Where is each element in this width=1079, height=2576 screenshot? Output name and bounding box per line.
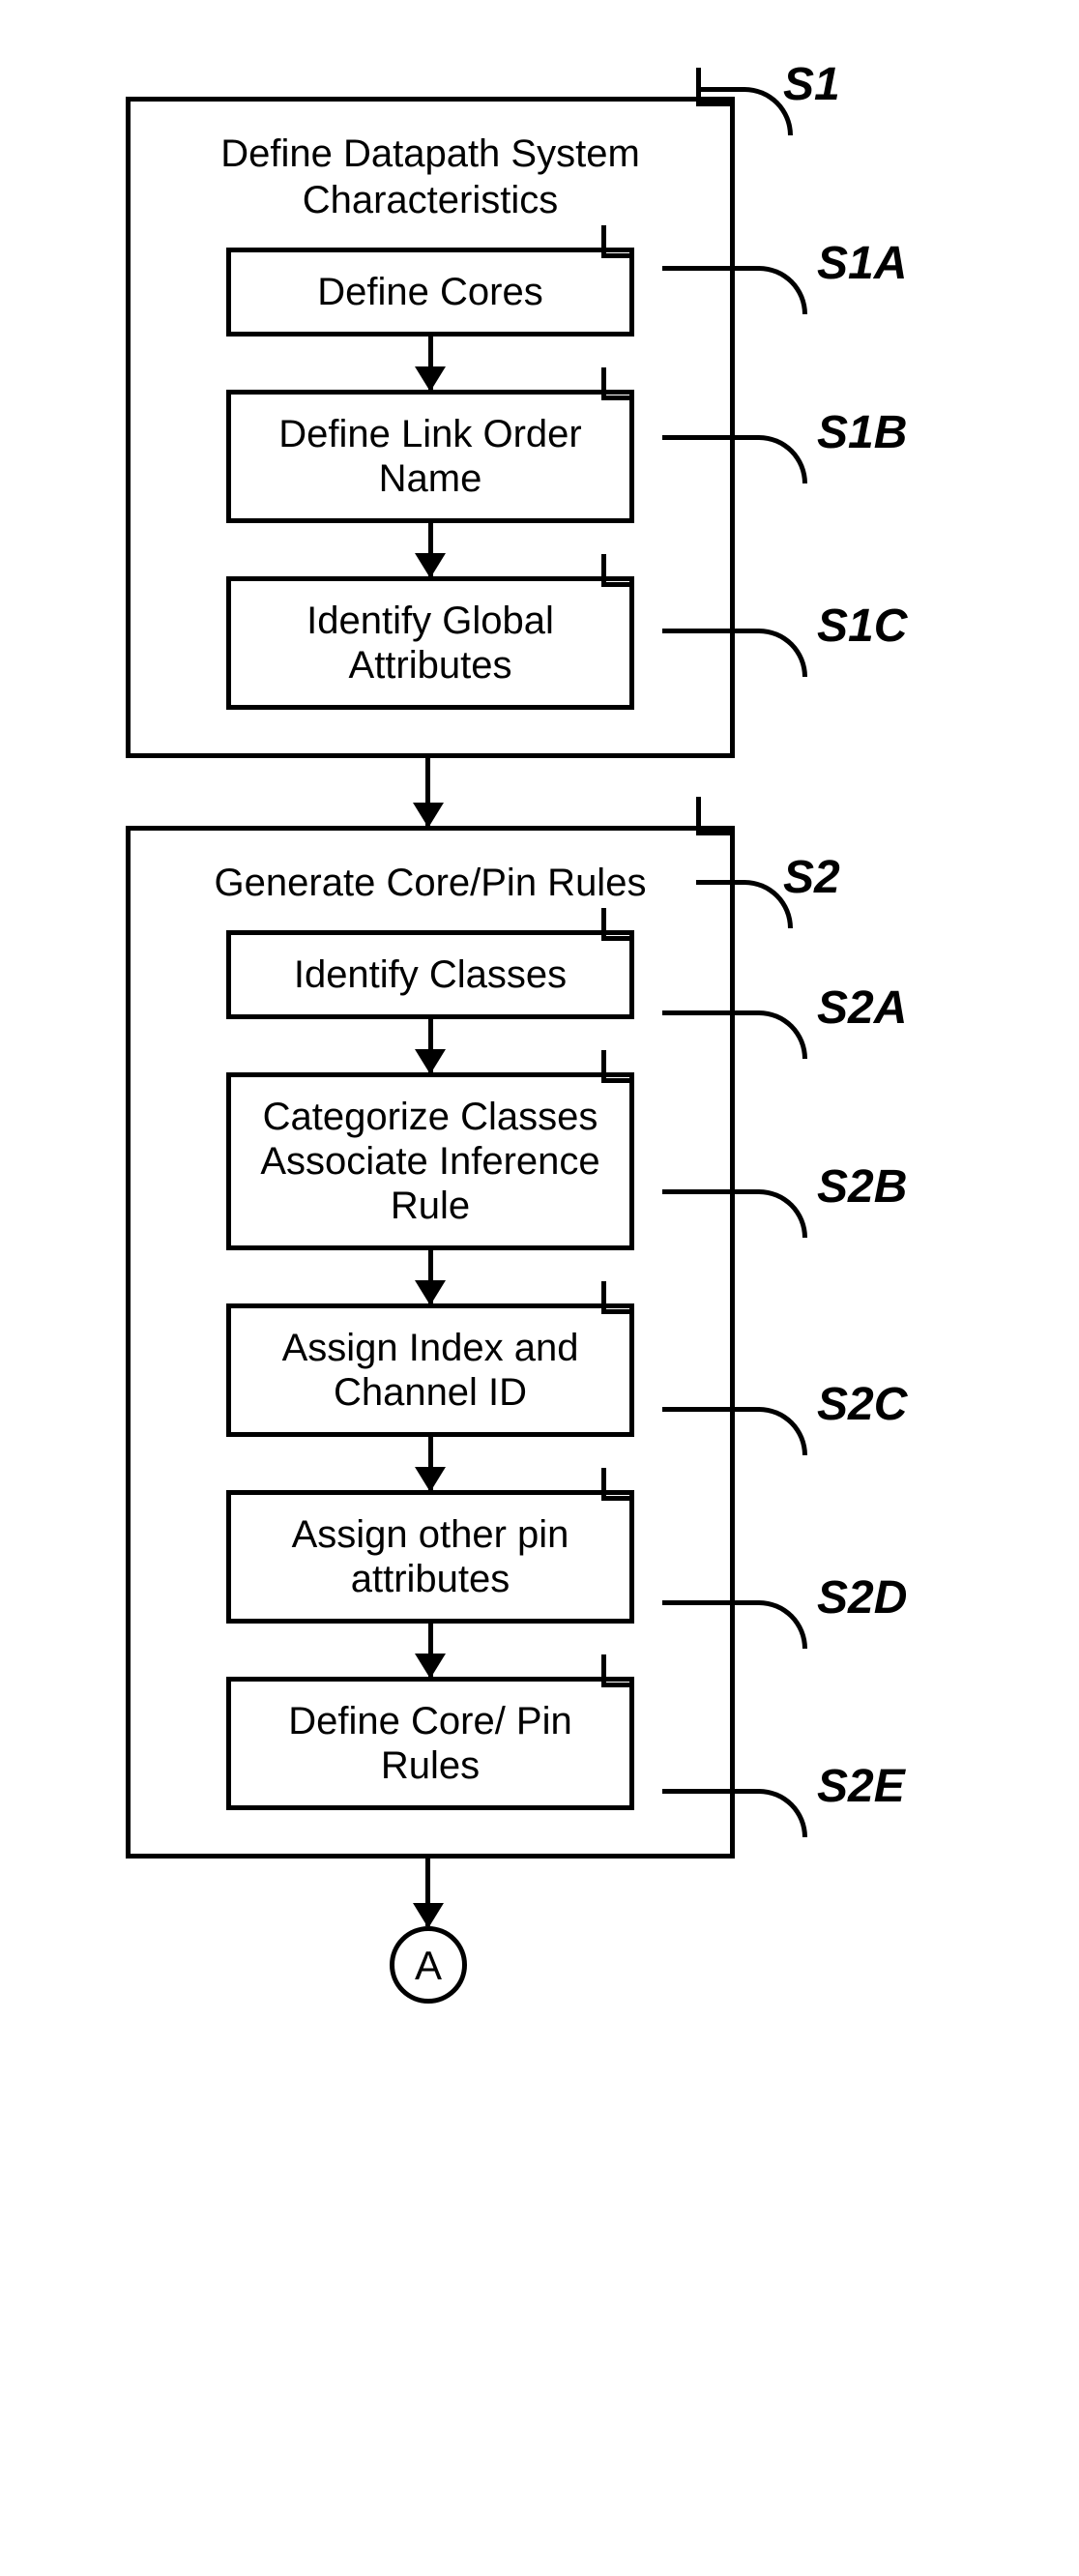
step-text: Assign Index and Channel ID (282, 1327, 579, 1414)
label-s2e: S2E (817, 1760, 905, 1813)
label-s1c: S1C (817, 600, 907, 653)
arrow (428, 337, 433, 390)
arrow (428, 1437, 433, 1490)
step-text: Categorize Classes Associate Inference R… (260, 1096, 599, 1227)
label-s1: S1 (783, 58, 840, 111)
arrow (428, 1019, 433, 1072)
label-s2c: S2C (817, 1378, 907, 1431)
step-s2a: Identify Classes (226, 930, 633, 1019)
arrow-to-terminal (425, 1859, 430, 1926)
step-text: Define Core/ Pin Rules (288, 1700, 571, 1787)
step-s1c: Identify Global Attributes (226, 576, 633, 710)
step-s2c: Assign Index and Channel ID (226, 1303, 633, 1437)
outer-block-s2: Generate Core/Pin Rules Identify Classes… (126, 826, 735, 1859)
step-text: Identify Classes (294, 953, 567, 996)
step-s1a: Define Cores (226, 248, 633, 337)
outer-title-s2: Generate Core/Pin Rules (169, 860, 691, 906)
label-s2: S2 (783, 851, 840, 904)
terminal-connector: A (390, 1926, 467, 2004)
flowchart-container: Define Datapath System Characteristics D… (126, 97, 957, 2004)
outer-block-s1: Define Datapath System Characteristics D… (126, 97, 735, 758)
step-text: Identify Global Attributes (306, 600, 554, 687)
arrow (428, 1250, 433, 1303)
label-s2d: S2D (817, 1571, 907, 1625)
step-s2b: Categorize Classes Associate Inference R… (226, 1072, 633, 1250)
step-text: Assign other pin attributes (292, 1513, 569, 1600)
step-s1b: Define Link Order Name (226, 390, 633, 523)
terminal-label: A (415, 1943, 442, 1988)
arrow (428, 1624, 433, 1677)
label-s2b: S2B (817, 1160, 907, 1214)
label-s1a: S1A (817, 237, 907, 290)
arrow (428, 523, 433, 576)
step-text: Define Link Order Name (278, 413, 581, 500)
label-s1b: S1B (817, 406, 907, 459)
step-s2d: Assign other pin attributes (226, 1490, 633, 1624)
step-s2e: Define Core/ Pin Rules (226, 1677, 633, 1810)
arrow-between (425, 758, 430, 826)
step-text: Define Cores (317, 271, 542, 313)
outer-title-s1: Define Datapath System Characteristics (169, 131, 691, 223)
label-s2a: S2A (817, 981, 907, 1035)
